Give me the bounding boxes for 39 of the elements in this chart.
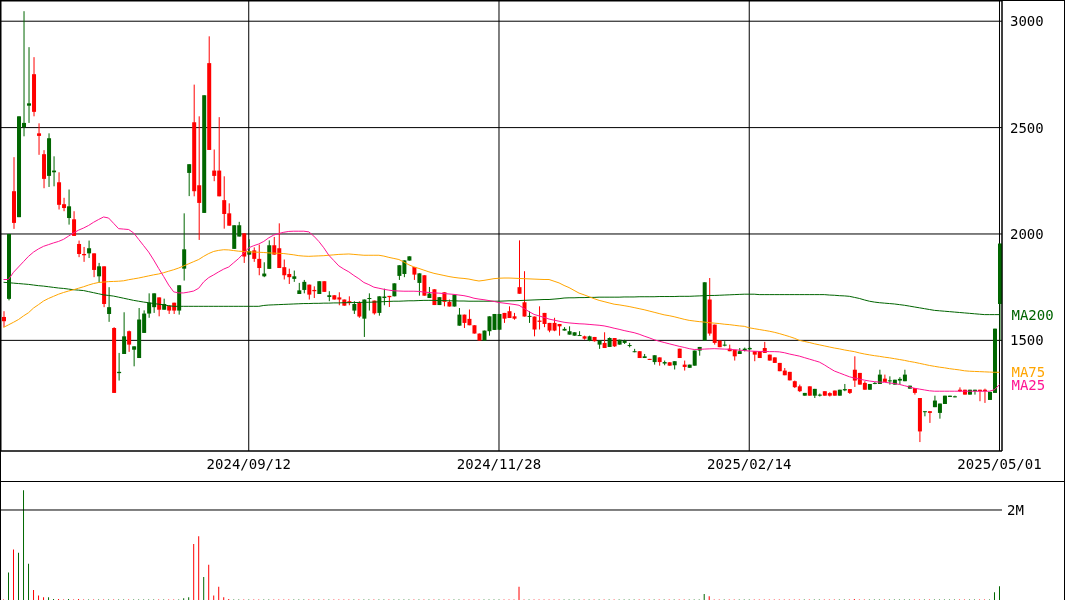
y-tick-label: 3000	[1010, 13, 1044, 30]
candlestick	[577, 330, 582, 337]
x-tick-label: 2024/11/28	[456, 455, 542, 472]
candlestick	[232, 224, 237, 250]
candlestick	[517, 239, 522, 295]
candlestick	[417, 272, 422, 297]
ref-line-label: 2M	[1007, 501, 1024, 518]
candlestick	[87, 240, 92, 259]
candlestick	[37, 122, 42, 156]
x-tick-label: 2025/05/01	[957, 455, 1042, 472]
candlestick	[157, 296, 162, 317]
series-label: MA200	[1011, 306, 1054, 323]
candlestick	[367, 292, 372, 312]
candlestick	[2, 310, 6, 328]
candlestick	[72, 210, 77, 237]
candlestick	[522, 270, 527, 318]
y-tick-label: 1500	[1010, 332, 1044, 349]
candlestick	[182, 212, 187, 282]
candlestick	[927, 410, 932, 424]
candlestick	[487, 315, 492, 337]
candlestick	[97, 262, 102, 284]
y-tick-label: 2500	[1010, 119, 1044, 136]
candlestick	[257, 244, 262, 276]
candlestick	[27, 46, 32, 124]
candlestick	[267, 239, 272, 270]
candlestick	[92, 252, 97, 278]
candlestick	[242, 232, 247, 264]
candlestick	[922, 410, 927, 417]
candlestick	[882, 374, 887, 383]
y-tick-label: 2000	[1010, 225, 1044, 242]
candlestick	[187, 163, 192, 197]
candlestick	[122, 311, 127, 355]
line-series	[3, 216, 1000, 392]
candlestick	[222, 175, 227, 230]
candlestick	[57, 171, 62, 211]
candlestick	[902, 369, 907, 382]
x-tick-label: 2024/09/12	[206, 455, 291, 472]
candlestick	[67, 189, 72, 226]
x-tick-label: 2025/02/14	[707, 455, 792, 472]
